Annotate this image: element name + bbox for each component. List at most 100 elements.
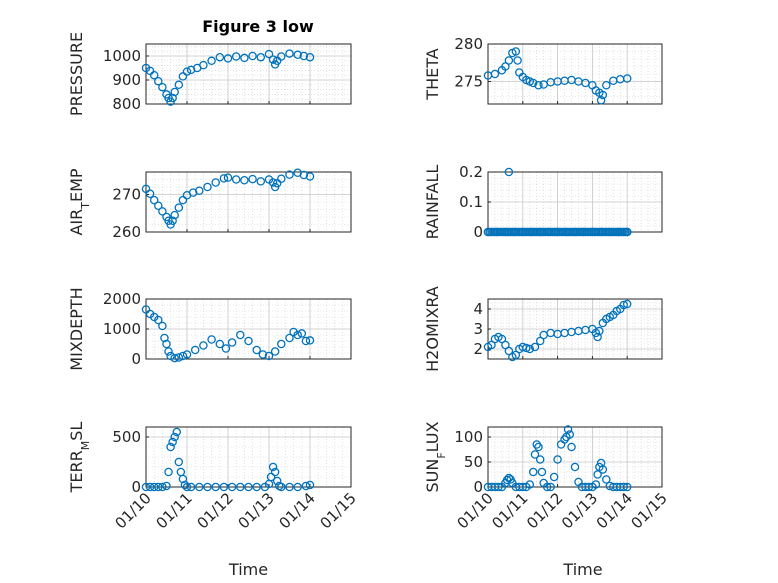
data-point [174,353,184,362]
data-point [248,174,257,184]
y-tick-label: 3 [473,320,483,338]
data-point [236,482,245,492]
data-point [272,476,282,486]
y-axis-label: H2OMIXRA [423,286,442,372]
axes-frame [145,43,352,105]
data-point [178,195,188,205]
data-point [277,339,286,349]
y-tick-label: 4 [473,300,483,318]
data-point [622,299,632,309]
y-axis-label: PRESSURE [67,32,86,116]
data-point [170,87,179,97]
data-point [264,351,274,361]
data-point [256,52,266,62]
data-point [268,462,278,472]
data-point [227,482,237,492]
data-point [162,481,171,491]
data-point [528,467,538,477]
y-tick-label: 1000 [103,320,141,338]
data-point [211,178,220,187]
data-point [268,178,278,187]
data-point [190,345,200,355]
data-point [513,56,522,65]
data-point [622,482,632,492]
data-point [221,344,231,353]
data-point [277,482,286,492]
data-point [504,167,514,177]
y-tick-label: 0 [131,478,141,496]
y-tick-label: 900 [112,71,141,89]
y-tick-label: 260 [112,223,141,241]
subplot-2: 275 280 THETA [423,35,663,105]
data-point [166,351,175,361]
y-tick-label: 800 [112,95,141,113]
x-axis-label: Time [562,560,602,579]
data-point [525,480,535,489]
data-point [170,353,179,363]
data-point [182,67,192,76]
subplot-6: 2 3 4 H2OMIXRA [423,286,663,372]
data-point [305,52,315,62]
data-point [301,336,311,346]
data-point [595,326,604,336]
data-point [240,175,249,185]
data-point [542,482,552,492]
subplot-3: 260 270 AIRTEMP [67,168,352,241]
data-point [593,470,602,479]
data-point [553,455,562,464]
data-point [522,343,531,353]
x-axis-label: Time [228,560,268,579]
data-point [596,96,606,105]
data-point [199,341,208,350]
y-tick-label: 0.1 [459,193,483,211]
data-point [154,315,163,325]
data-point [293,330,302,340]
y-axis-label: RAINFALL [423,165,442,240]
y-tick-label: 50 [464,453,483,471]
data-point [154,482,163,492]
y-tick-label: 1000 [103,47,141,65]
y-axis-label: THETA [423,48,442,100]
data-point [164,467,173,477]
axes-frame [487,43,663,105]
data-point [174,80,184,90]
y-tick-label: 0.2 [459,163,483,181]
y-tick-label: 275 [454,73,483,91]
data-point [258,350,268,359]
data-point [305,172,315,181]
data-point [301,481,311,491]
data-point [546,482,555,492]
data-point [622,227,632,237]
subplot-5: 0 1000 2000 MIXDEPTH [67,287,352,371]
subplot-1: 800 900 1000 PRESSURE [67,32,352,116]
data-point [219,174,229,183]
data-point [534,81,543,90]
data-point [219,482,229,492]
data-point [256,177,266,186]
data-point [174,203,184,212]
data-point [240,53,249,63]
data-point [203,482,212,492]
data-point [158,207,167,216]
data-point [270,347,280,356]
axes-frame [487,298,663,360]
data-point [223,173,233,182]
y-axis-label: AIRTEMP [67,168,92,235]
data-point [174,457,184,467]
data-point [297,329,307,338]
data-point [549,472,559,482]
data-point [530,450,540,459]
data-point [534,442,543,452]
axes-frame [145,298,352,360]
data-point [525,344,535,354]
data-point [598,90,608,100]
data-point [168,216,177,225]
data-point [158,321,167,331]
data-point [166,442,175,452]
data-point [141,482,151,492]
data-point [598,465,608,474]
axes-frame [487,426,663,488]
data-point [236,330,245,340]
data-point [285,49,294,58]
